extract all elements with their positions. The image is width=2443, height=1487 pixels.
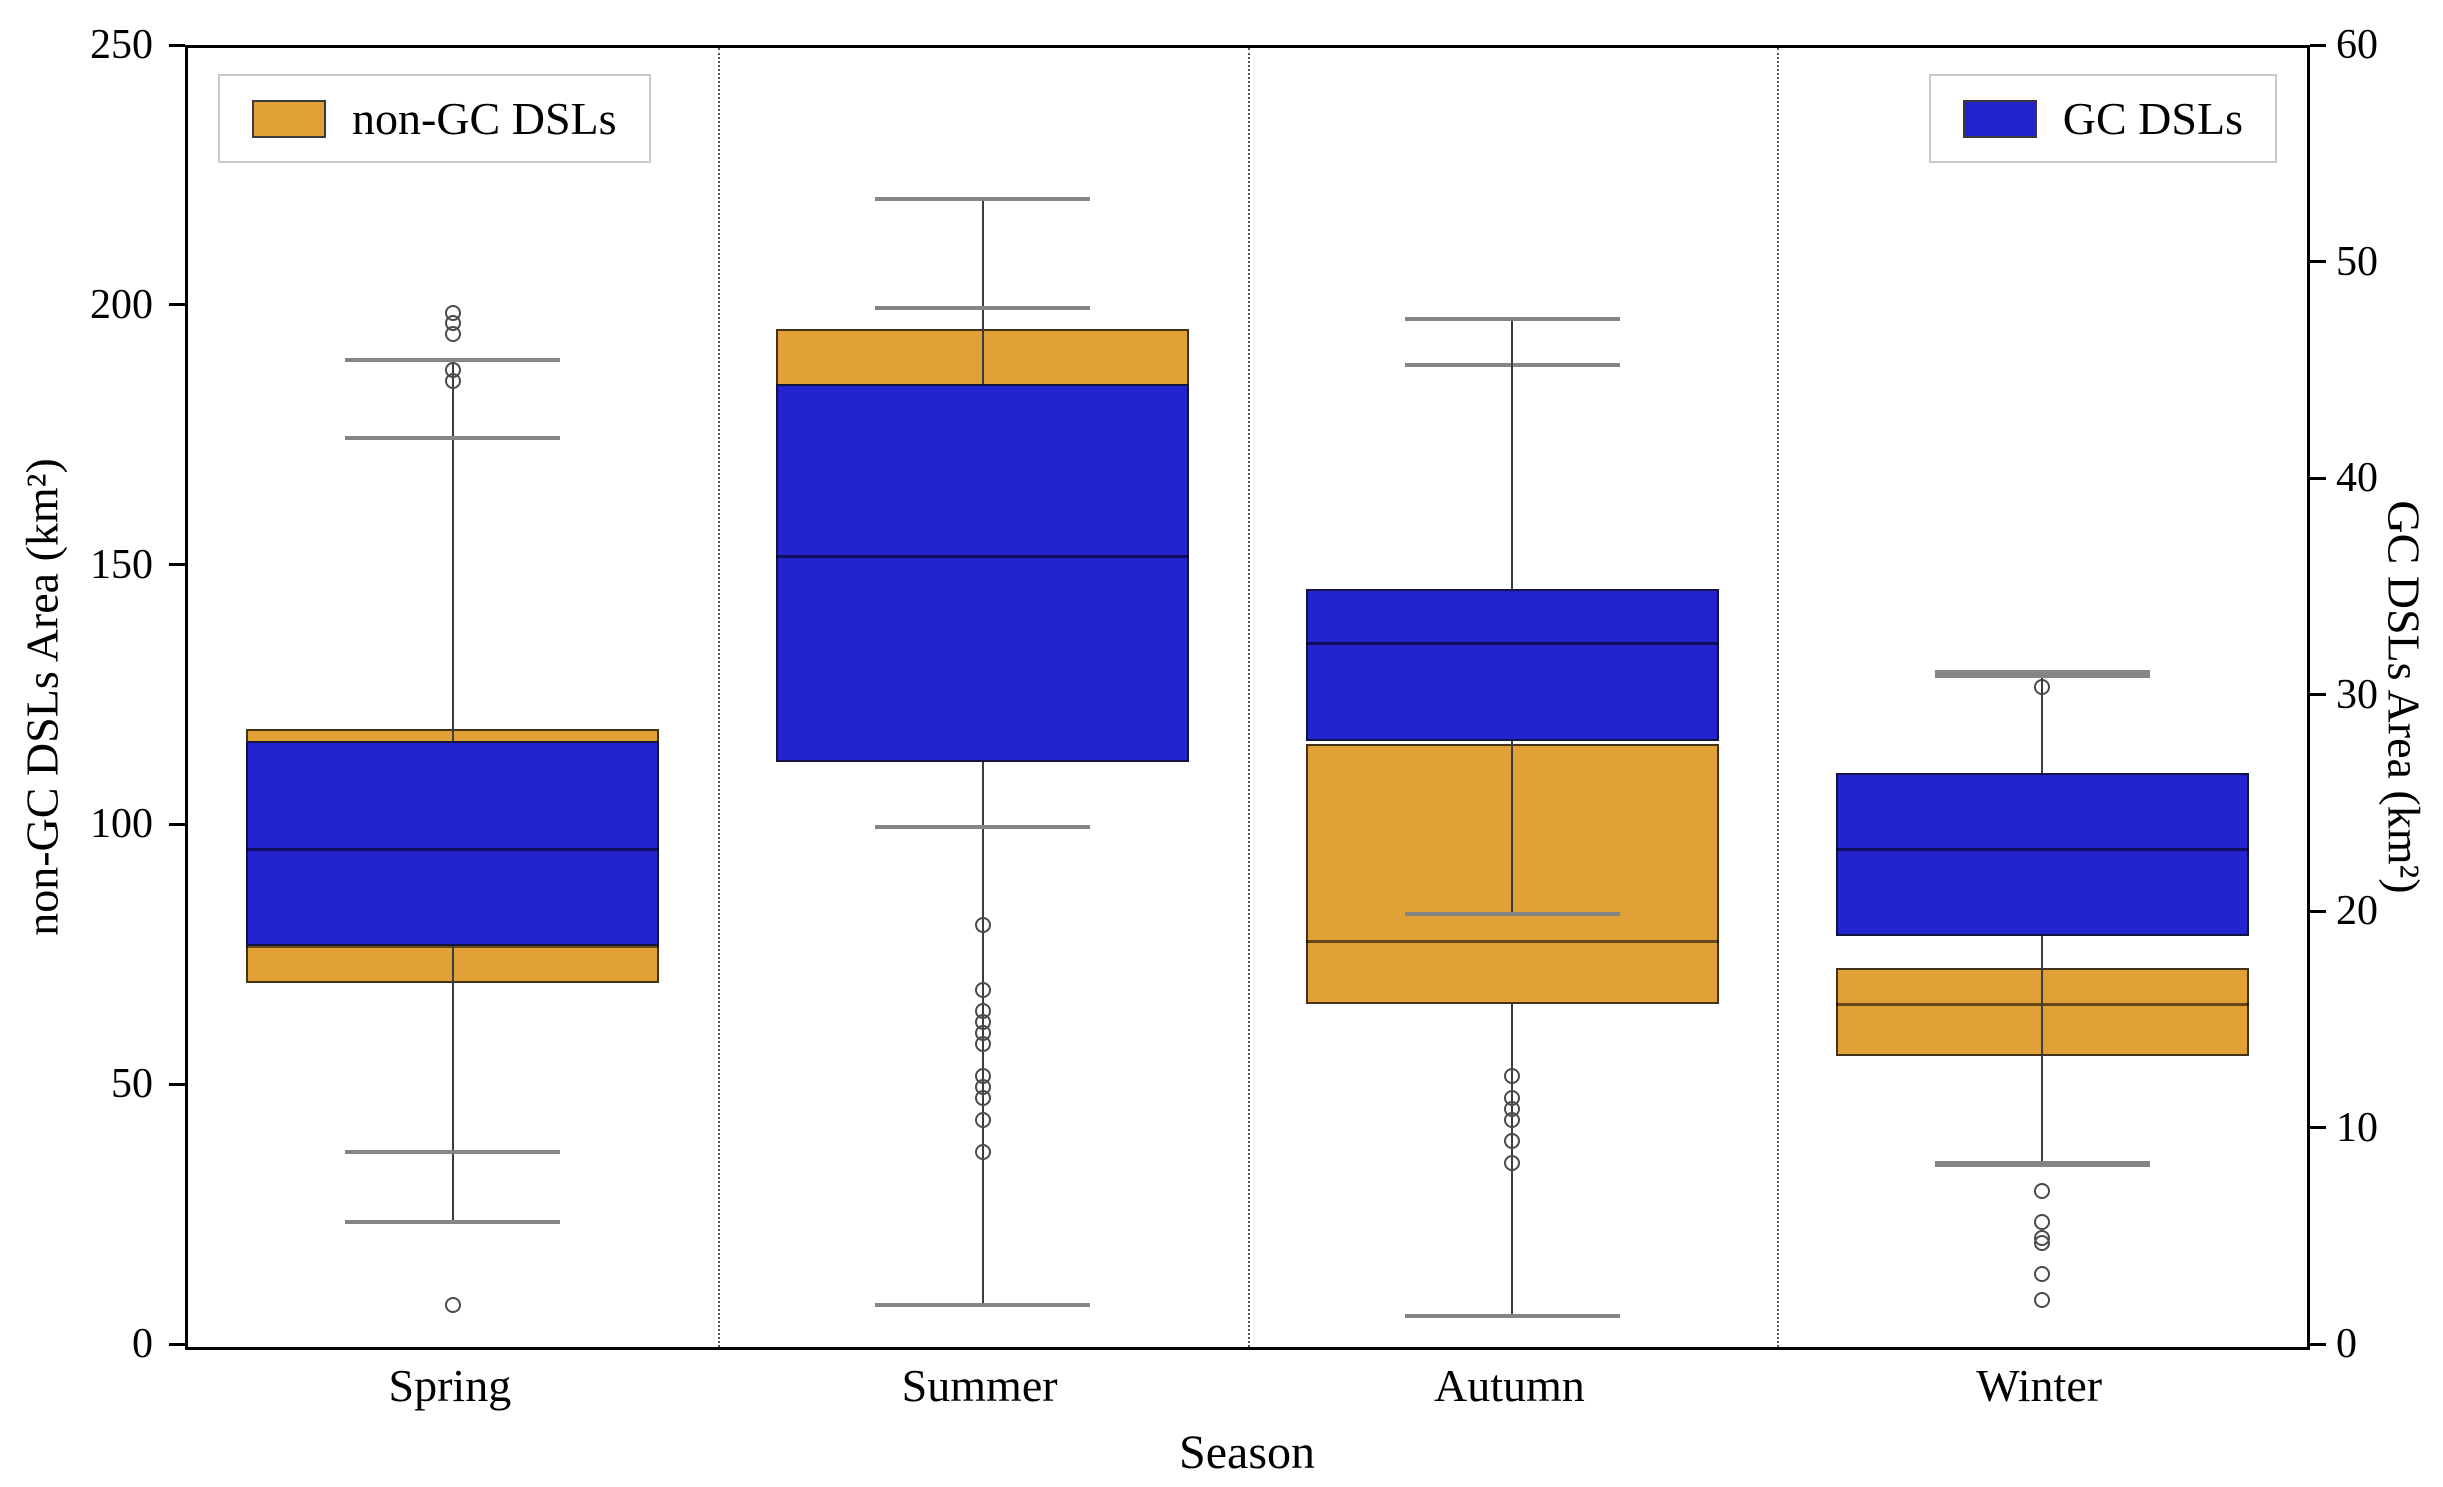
whisker-cap-low: [875, 1303, 1091, 1308]
outlier-point: [444, 362, 461, 379]
left-tick-label: 100: [90, 801, 153, 848]
outlier-point: [2034, 1229, 2051, 1246]
outlier-point: [974, 916, 991, 933]
median-line: [246, 847, 660, 851]
legend-label-gc: GC DSLs: [2062, 93, 2243, 144]
whisker-cap-high: [345, 435, 561, 440]
right-tick-label: 30: [2336, 671, 2378, 718]
season-separator: [1777, 48, 1780, 1347]
left-tick-mark: [169, 43, 185, 47]
right-tick-mark: [2310, 909, 2326, 913]
right-tick-mark: [2310, 1126, 2326, 1129]
right-tick-mark: [2310, 1342, 2326, 1346]
left-tick-mark: [169, 822, 185, 826]
right-tick-label: 20: [2336, 888, 2378, 934]
plot-area: non-GC DSLs GC DSLs: [185, 45, 2310, 1350]
whisker-cap-high: [875, 305, 1091, 310]
left-tick-mark: [169, 1342, 185, 1346]
median-line: [1305, 940, 1719, 944]
right-tick-label: 40: [2336, 455, 2378, 501]
legend-label-non-gc: non-GC DSLs: [352, 93, 617, 144]
x-tick-label-autumn: Autumn: [1433, 1360, 1585, 1411]
right-tick-label: 50: [2336, 238, 2378, 285]
right-tick-mark: [2310, 260, 2326, 263]
box-summer-right: [776, 383, 1190, 763]
season-separator: [1247, 48, 1250, 1347]
left-axis-title: non-GC DSLs Area (km²): [16, 458, 68, 936]
x-tick-label-winter: Winter: [1976, 1360, 2103, 1411]
left-tick-mark: [169, 563, 185, 567]
whisker-cap-high: [875, 196, 1091, 201]
outlier-point: [444, 1297, 461, 1314]
box-winter-right: [1835, 773, 2249, 936]
right-tick-mark: [2310, 43, 2326, 47]
whisker-cap-low: [875, 825, 1091, 830]
left-tick-label: 50: [111, 1061, 153, 1108]
outlier-point: [1504, 1090, 1521, 1107]
x-tick-label-spring: Spring: [388, 1360, 512, 1411]
outlier-point: [974, 1068, 991, 1085]
whisker-cap-high: [1934, 669, 2150, 674]
outlier-point: [974, 1144, 991, 1161]
right-tick-label: 10: [2336, 1104, 2378, 1151]
whisker-cap-low: [1934, 1160, 2150, 1165]
outlier-point: [1504, 1154, 1521, 1171]
outlier-point: [2034, 1292, 2051, 1309]
outlier-point: [444, 304, 461, 321]
right-tick-label: 60: [2336, 22, 2378, 68]
whisker-cap-low: [345, 1150, 561, 1155]
whisker-cap-low: [1404, 1313, 1620, 1318]
outlier-point: [1504, 1133, 1521, 1150]
right-tick-label: 0: [2336, 1321, 2357, 1367]
box-autumn-right: [1305, 589, 1719, 741]
whisker-cap-high: [1934, 673, 2150, 678]
median-line: [1305, 641, 1719, 645]
right-tick-mark: [2310, 693, 2326, 696]
gc-swatch-icon: [1962, 99, 2037, 138]
whisker-cap-low: [1404, 912, 1620, 916]
median-line: [776, 555, 1190, 559]
left-tick-label: 150: [90, 541, 153, 588]
left-tick-label: 250: [90, 22, 153, 68]
left-tick-mark: [169, 1082, 185, 1086]
median-line: [1835, 847, 2249, 851]
outlier-point: [2034, 1214, 2051, 1231]
box-spring-right: [246, 740, 660, 947]
outlier-point: [1504, 1068, 1521, 1085]
outlier-point: [2034, 1183, 2051, 1200]
left-tick-mark: [169, 303, 185, 307]
whisker-cap-high: [345, 357, 561, 362]
outlier-point: [974, 981, 991, 998]
left-tick-label: 200: [90, 281, 153, 328]
left-tick-label: 0: [132, 1321, 153, 1367]
whisker-cap-high: [1404, 316, 1620, 321]
whisker-cap-low: [1934, 1163, 2150, 1168]
whisker-cap-low: [345, 1220, 561, 1225]
x-axis-title: Season: [1179, 1426, 1315, 1479]
x-tick-label-summer: Summer: [901, 1360, 1058, 1411]
non-gc-swatch-icon: [252, 99, 326, 138]
outlier-point: [974, 1003, 991, 1020]
outlier-point: [2034, 1266, 2051, 1283]
outlier-point: [974, 1111, 991, 1128]
legend-non-gc: non-GC DSLs: [218, 74, 651, 163]
season-separator: [717, 48, 720, 1347]
legend-gc: GC DSLs: [1928, 74, 2277, 163]
right-tick-mark: [2310, 476, 2326, 480]
